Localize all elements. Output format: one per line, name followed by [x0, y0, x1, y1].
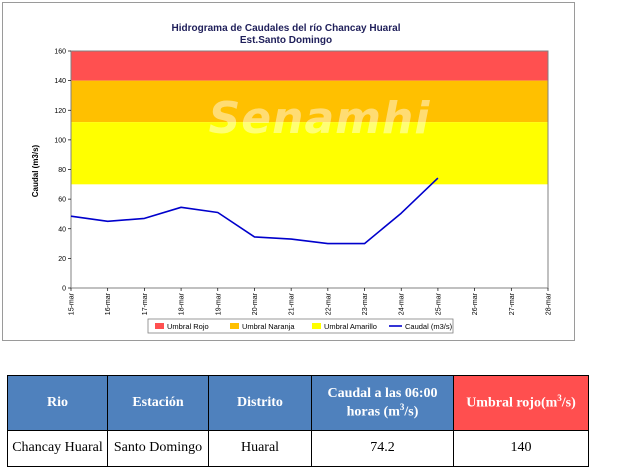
x-tick-label: 23-mar [362, 292, 369, 315]
table-row: Chancay Huaral Santo Domingo Huaral 74.2… [7, 430, 589, 467]
table-header-row: Rio Estación Distrito Caudal a las 06:00… [7, 374, 589, 432]
chart-subtitle: Est.Santo Domingo [240, 35, 332, 46]
cell-estacion: Santo Domingo [107, 430, 209, 467]
cell-distrito: Huaral [208, 430, 312, 467]
x-tick-label: 26-mar [472, 292, 479, 315]
x-tick-label: 17-mar [142, 292, 149, 315]
x-tick-label: 16-mar [105, 292, 112, 315]
legend-swatch-2 [312, 323, 321, 329]
x-tick-label: 20-mar [252, 292, 259, 315]
threshold-band-0 [71, 51, 548, 81]
plot-area: Senamhi 0 20 40 60 80 100 120 140 160 15-mar 16-mar… [54, 49, 552, 316]
hydrograph-chart: Hidrograma de Caudales del río Chancay H… [31, 23, 553, 334]
y-tick-label: 120 [54, 108, 66, 115]
y-tick-label: 60 [58, 197, 66, 204]
legend-label-1: Umbral Naranja [242, 322, 295, 331]
chart-title: Hidrograma de Caudales del río Chancay H… [172, 23, 401, 34]
header-estacion: Estación [107, 374, 209, 432]
legend-swatch-0 [155, 323, 164, 329]
legend: Umbral Rojo Umbral Naranja Umbral Amarillo… [147, 318, 454, 334]
cell-rio: Chancay Huaral [7, 430, 108, 467]
legend-swatch-1 [230, 323, 239, 329]
chart-frame: Hidrograma de Caudales del río Chancay H… [2, 2, 575, 341]
legend-label-0: Umbral Rojo [167, 322, 209, 331]
legend-label-3: Caudal (m3/s) [405, 322, 453, 331]
y-tick-label: 140 [54, 78, 66, 85]
y-tick-label: 160 [54, 49, 66, 56]
cell-umbral: 140 [453, 430, 589, 467]
x-tick-label: 22-mar [325, 292, 332, 315]
x-tick-label: 28-mar [546, 292, 553, 315]
header-rio: Rio [7, 374, 108, 432]
y-tick-label: 40 [58, 226, 66, 233]
x-tick-label: 27-mar [509, 292, 516, 315]
threshold-band-1 [71, 80, 548, 123]
station-info-table: Rio Estación Distrito Caudal a las 06:00… [7, 374, 589, 467]
x-tick-label: 18-mar [179, 292, 186, 315]
y-tick-label: 100 [54, 137, 66, 144]
header-distrito: Distrito [208, 374, 312, 432]
y-tick-label: 80 [58, 167, 66, 174]
x-tick-label: 15-mar [69, 292, 76, 315]
header-caudal: Caudal a las 06:00 horas (m3/s) [311, 374, 454, 432]
legend-box [147, 318, 454, 334]
y-axis-label: Caudal (m3/s) [31, 144, 40, 197]
header-umbral-rojo: Umbral rojo(m3/s) [453, 374, 589, 432]
watermark-logo: Senamhi [209, 93, 431, 144]
y-tick-label: 20 [58, 256, 66, 263]
x-tick-label: 19-mar [215, 292, 222, 315]
threshold-band-2 [71, 122, 548, 185]
legend-label-2: Umbral Amarillo [324, 322, 377, 331]
y-tick-label: 0 [62, 286, 66, 293]
x-tick-label: 21-mar [289, 292, 296, 315]
cell-caudal: 74.2 [311, 430, 454, 467]
x-tick-label: 24-mar [399, 292, 406, 315]
series-line-caudal [70, 177, 439, 245]
x-tick-label: 25-mar [435, 292, 442, 315]
